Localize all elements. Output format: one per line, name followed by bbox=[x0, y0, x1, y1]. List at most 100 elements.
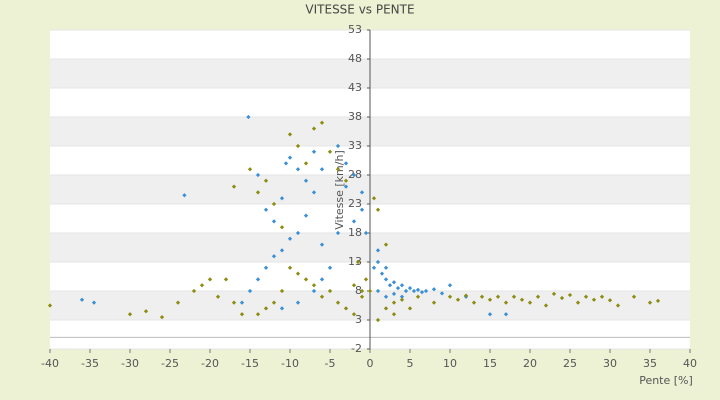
point bbox=[423, 288, 429, 294]
point bbox=[303, 213, 309, 218]
x-tick-label: -5 bbox=[325, 357, 336, 370]
x-tick-label: -40 bbox=[41, 357, 59, 370]
point bbox=[263, 306, 269, 311]
point bbox=[319, 277, 325, 282]
point bbox=[375, 288, 381, 294]
y-tick-label: 23 bbox=[348, 197, 362, 210]
point bbox=[271, 254, 277, 259]
point bbox=[231, 300, 237, 305]
point bbox=[159, 314, 165, 320]
point bbox=[355, 259, 361, 265]
y-tick-label: 3 bbox=[355, 313, 362, 326]
point bbox=[403, 288, 409, 294]
point bbox=[379, 271, 385, 276]
y-tick-label: 43 bbox=[348, 81, 362, 94]
point bbox=[327, 288, 333, 294]
point bbox=[359, 294, 365, 299]
point bbox=[375, 248, 381, 253]
point bbox=[487, 312, 493, 317]
y-tick-label: 53 bbox=[348, 23, 362, 36]
point bbox=[255, 312, 261, 317]
point bbox=[583, 294, 589, 299]
point bbox=[407, 306, 413, 311]
point bbox=[279, 225, 285, 230]
point bbox=[359, 190, 365, 195]
point bbox=[631, 294, 637, 299]
point bbox=[367, 288, 373, 294]
point bbox=[615, 303, 621, 308]
x-tick-label: 10 bbox=[443, 357, 457, 370]
point bbox=[391, 291, 397, 297]
point bbox=[383, 294, 389, 299]
x-axis-title: Pente [%] bbox=[639, 374, 693, 387]
point bbox=[647, 300, 653, 305]
point bbox=[247, 167, 253, 172]
point bbox=[295, 300, 301, 305]
x-tick-label: -25 bbox=[161, 357, 179, 370]
point bbox=[527, 300, 533, 305]
point bbox=[383, 277, 389, 282]
point bbox=[335, 143, 341, 149]
point bbox=[143, 309, 149, 314]
point bbox=[303, 277, 309, 282]
x-tick-label: -15 bbox=[241, 357, 259, 370]
y-tick-label: 18 bbox=[348, 226, 362, 239]
point bbox=[311, 190, 317, 195]
point bbox=[279, 196, 285, 201]
point bbox=[263, 178, 269, 183]
point bbox=[655, 298, 661, 303]
point bbox=[279, 288, 285, 294]
point bbox=[511, 294, 517, 299]
point bbox=[319, 242, 325, 247]
point bbox=[363, 230, 369, 236]
point bbox=[287, 132, 293, 137]
point bbox=[419, 290, 425, 295]
point bbox=[295, 143, 301, 149]
point bbox=[411, 288, 417, 294]
point bbox=[255, 277, 261, 282]
point bbox=[255, 172, 261, 178]
point bbox=[431, 287, 437, 292]
point bbox=[503, 300, 509, 305]
point bbox=[223, 277, 229, 282]
point bbox=[375, 317, 381, 323]
point bbox=[319, 294, 325, 299]
x-tick-label: 5 bbox=[407, 357, 414, 370]
point bbox=[399, 283, 405, 288]
point bbox=[319, 167, 325, 172]
point bbox=[359, 207, 365, 212]
y-tick-label: 38 bbox=[348, 110, 362, 123]
point bbox=[575, 300, 581, 305]
point bbox=[255, 190, 261, 195]
point bbox=[182, 193, 187, 198]
point bbox=[387, 283, 393, 288]
x-tick-label: -35 bbox=[81, 357, 99, 370]
point bbox=[311, 149, 317, 154]
point bbox=[263, 265, 269, 270]
point bbox=[247, 288, 253, 294]
point bbox=[495, 294, 501, 299]
point bbox=[271, 201, 277, 207]
point bbox=[371, 265, 377, 270]
y-tick-label: 48 bbox=[348, 52, 362, 65]
point bbox=[279, 248, 285, 253]
point bbox=[439, 291, 445, 296]
point bbox=[303, 161, 309, 166]
point bbox=[383, 242, 389, 247]
point bbox=[287, 236, 293, 241]
point bbox=[327, 265, 333, 270]
point bbox=[431, 300, 437, 305]
x-tick-label: 0 bbox=[367, 357, 374, 370]
point bbox=[391, 300, 397, 305]
point bbox=[335, 300, 341, 305]
x-tick-label: 30 bbox=[603, 357, 617, 370]
point bbox=[207, 277, 213, 282]
x-tick-label: 15 bbox=[483, 357, 497, 370]
point bbox=[371, 196, 377, 201]
x-tick-label: 40 bbox=[683, 357, 697, 370]
point bbox=[447, 294, 453, 299]
x-tick-label: 20 bbox=[523, 357, 537, 370]
point bbox=[607, 298, 613, 303]
point bbox=[351, 312, 357, 317]
